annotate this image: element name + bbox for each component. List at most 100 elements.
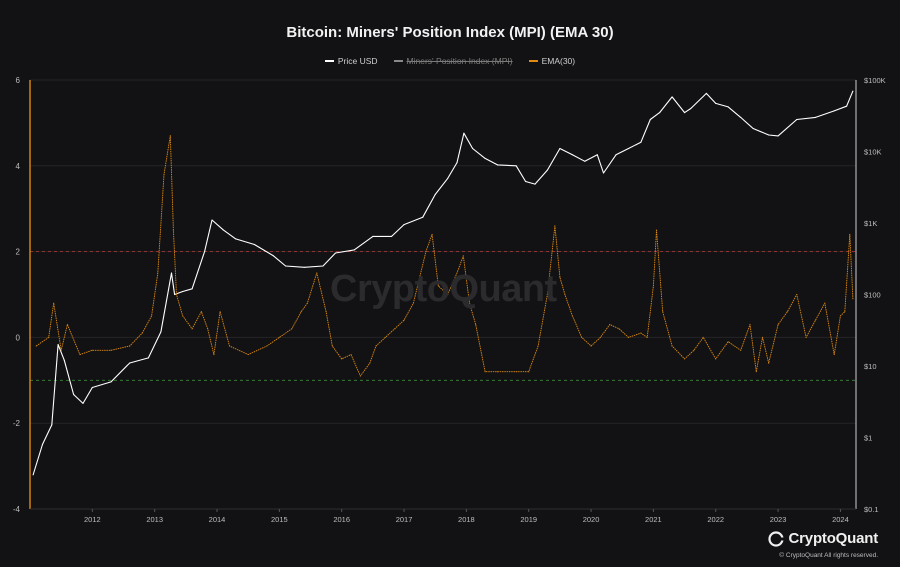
data-point-0-22: [284, 265, 287, 267]
data-point-0-13: [174, 293, 176, 296]
x-tick-label-0: 2012: [84, 515, 101, 524]
brand-logo: CryptoQuant: [767, 530, 879, 547]
data-point-0-61: [777, 135, 779, 137]
data-point-1-84: [805, 336, 807, 338]
data-point-0-8: [110, 381, 112, 383]
data-point-0-29: [403, 223, 405, 226]
data-point-0-1: [41, 443, 44, 446]
data-point-1-58: [571, 315, 573, 317]
data-point-1-53: [537, 345, 539, 347]
data-point-1-27: [300, 311, 302, 313]
data-point-1-63: [618, 328, 620, 330]
data-point-1-23: [247, 353, 249, 356]
data-point-0-20: [253, 243, 256, 246]
data-point-0-9: [129, 362, 131, 364]
data-point-1-24: [266, 345, 268, 347]
y-left-tick-label-0: 6: [16, 76, 21, 85]
data-point-1-61: [599, 336, 602, 338]
data-point-0-53: [683, 111, 686, 114]
data-point-0-47: [615, 154, 617, 156]
data-point-1-51: [515, 371, 517, 373]
data-point-1-87: [833, 353, 835, 356]
data-point-0-46: [602, 172, 605, 174]
data-point-0-23: [303, 266, 305, 268]
data-point-0-60: [768, 134, 770, 136]
x-tick-label-3: 2015: [271, 515, 288, 524]
legend-swatch-price: [324, 60, 334, 62]
y-left-tick-label-4: -2: [13, 419, 21, 428]
data-point-1-42: [431, 233, 433, 236]
legend-swatch-mpi: [393, 60, 403, 62]
data-point-0-28: [390, 235, 393, 237]
y-left-tick-label-2: 2: [16, 248, 21, 257]
data-point-1-15: [175, 293, 178, 296]
x-tick-label-8: 2020: [583, 515, 600, 524]
data-point-0-38: [515, 165, 517, 167]
data-point-0-31: [434, 193, 436, 196]
y-left-tick-label-5: -4: [13, 505, 21, 514]
data-point-1-26: [291, 328, 293, 330]
legend-item-price[interactable]: Price USD: [324, 56, 378, 66]
data-point-1-47: [468, 302, 471, 304]
data-point-1-55: [554, 225, 556, 227]
data-point-1-77: [749, 323, 751, 326]
data-point-1-73: [702, 336, 704, 338]
data-point-0-15: [191, 288, 193, 290]
data-point-0-45: [596, 154, 598, 156]
data-point-0-36: [484, 157, 486, 160]
data-point-1-67: [652, 285, 654, 287]
x-tick-label-4: 2016: [333, 515, 350, 524]
y-left-tick-label-3: 0: [16, 333, 21, 342]
data-point-1-83: [796, 293, 798, 296]
data-point-1-49: [484, 371, 486, 373]
data-point-0-48: [627, 147, 630, 150]
legend-item-ema[interactable]: EMA(30): [528, 56, 576, 66]
data-point-1-90: [849, 233, 851, 236]
data-point-1-52: [528, 371, 530, 373]
data-point-0-4: [63, 359, 65, 361]
x-tick-label-12: 2024: [832, 515, 849, 524]
data-point-1-37: [384, 336, 386, 338]
x-tick-label-1: 2013: [146, 515, 163, 524]
data-point-1-72: [693, 349, 695, 351]
x-tick-label-11: 2023: [770, 515, 787, 524]
data-point-0-41: [546, 169, 549, 171]
data-point-1-35: [369, 362, 371, 364]
data-point-1-28: [306, 302, 309, 304]
data-point-1-12: [163, 173, 165, 175]
data-point-1-91: [852, 298, 854, 300]
data-point-0-11: [160, 331, 162, 333]
data-point-1-1: [48, 336, 50, 338]
data-point-1-54: [546, 293, 549, 296]
data-point-1-50: [496, 371, 499, 373]
data-point-1-38: [394, 328, 396, 330]
x-tick-label-9: 2021: [645, 515, 662, 524]
legend-label-mpi: Miners' Position Index (MPI): [406, 56, 513, 66]
data-point-0-24: [322, 265, 324, 267]
data-point-1-59: [581, 336, 583, 338]
y-right-tick-label-6: $0.1: [864, 505, 879, 514]
data-point-1-56: [559, 276, 561, 278]
data-point-1-66: [646, 336, 648, 338]
data-point-0-64: [833, 110, 835, 112]
legend-item-mpi[interactable]: Miners' Position Index (MPI): [393, 56, 513, 66]
data-point-1-41: [425, 251, 427, 253]
data-point-1-29: [316, 272, 318, 274]
legend-label-ema: EMA(30): [541, 56, 576, 66]
data-point-1-6: [91, 349, 93, 351]
y-right-tick-label-0: $100K: [864, 76, 886, 85]
data-point-1-19: [207, 328, 209, 330]
data-point-1-82: [786, 311, 789, 313]
data-point-1-44: [447, 293, 449, 296]
data-point-0-7: [91, 386, 93, 389]
x-tick-label-10: 2022: [707, 515, 724, 524]
y-right-tick-label-2: $1K: [864, 219, 877, 228]
series-line-ema-30-: [35, 135, 854, 377]
data-point-0-40: [534, 183, 536, 185]
x-tick-label-7: 2019: [520, 515, 537, 524]
chart-title: Bitcoin: Miners' Position Index (MPI) (E…: [286, 24, 614, 41]
data-point-0-14: [182, 290, 184, 293]
brand-name: CryptoQuant: [788, 530, 879, 547]
data-point-0-2: [51, 424, 53, 426]
data-point-1-22: [228, 345, 231, 347]
